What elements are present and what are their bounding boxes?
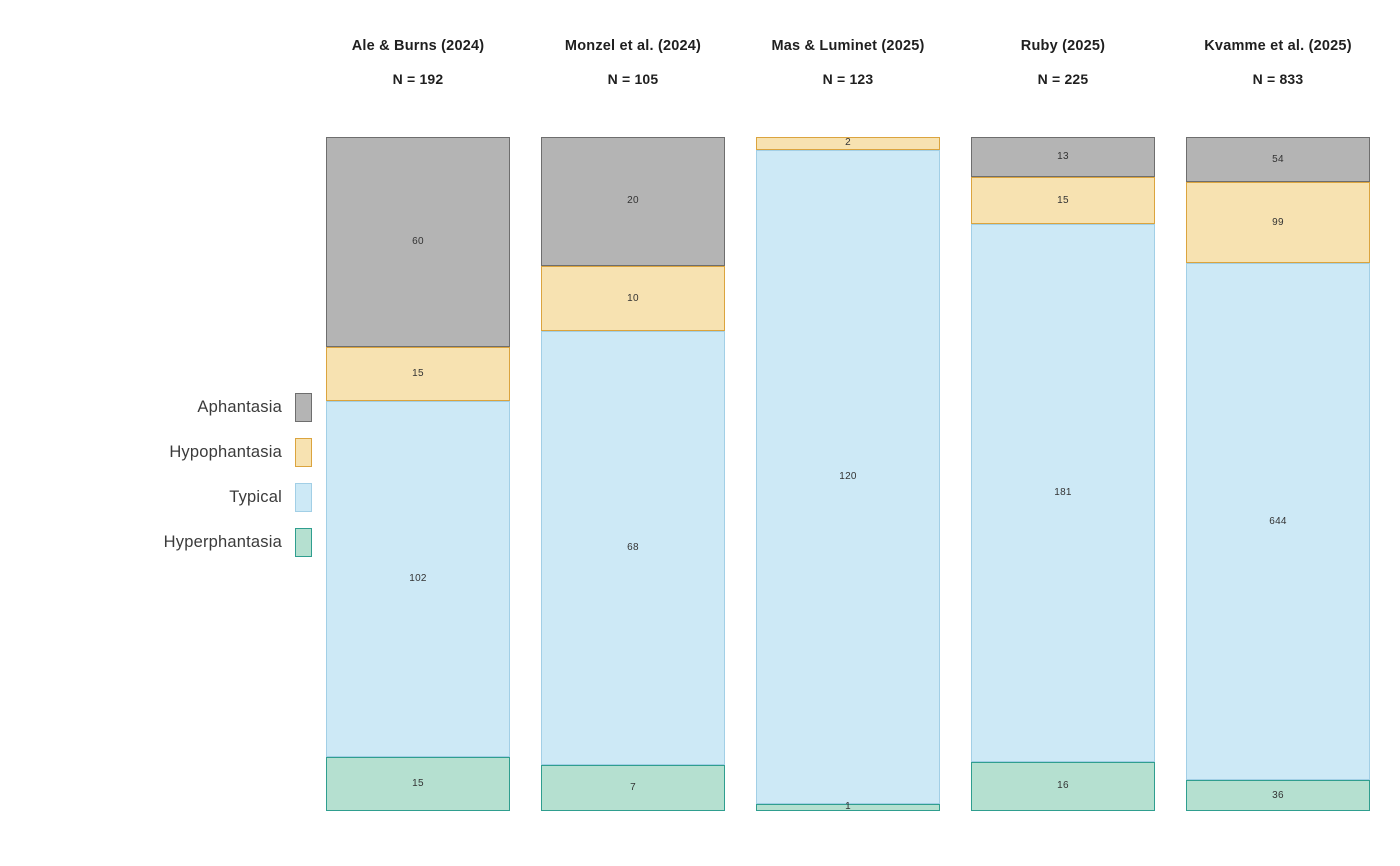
legend-row-hyperphantasia: Hyperphantasia (0, 528, 312, 557)
study-title: Kvamme et al. (2025) (1204, 38, 1352, 54)
legend-label-hypophantasia: Hypophantasia (169, 443, 282, 461)
study-column: Kvamme et al. (2025) N = 833 54 99 644 36 (1186, 34, 1370, 814)
segment-value-label: 2 (845, 137, 851, 149)
legend-row-hypophantasia: Hypophantasia (0, 438, 312, 467)
segment-value-label: 102 (409, 573, 427, 585)
bar-segment-typical: 120 (756, 149, 940, 804)
bar-segment-hypophantasia: 10 (541, 265, 725, 332)
bar-segment-typical: 644 (1186, 263, 1370, 781)
bar-segment-aphantasia: 60 (326, 137, 510, 348)
bar-segment-aphantasia: 54 (1186, 137, 1370, 183)
segment-value-label: 181 (1054, 486, 1072, 498)
segment-value-label: 54 (1272, 153, 1284, 165)
bar-segment-typical: 102 (326, 401, 510, 757)
bar-segment-hypophantasia: 2 (756, 137, 940, 150)
segment-value-label: 120 (839, 470, 857, 482)
legend-label-typical: Typical (229, 488, 282, 506)
segment-value-label: 15 (1057, 194, 1069, 206)
segment-value-label: 60 (412, 236, 424, 248)
bar-segment-hyperphantasia: 7 (541, 764, 725, 811)
study-title: Mas & Luminet (2025) (771, 38, 925, 54)
segment-value-label: 20 (627, 195, 639, 207)
study-header: Kvamme et al. (2025) N = 833 (1186, 34, 1370, 137)
study-header: Mas & Luminet (2025) N = 123 (756, 34, 940, 137)
bar-segment-hyperphantasia: 36 (1186, 780, 1370, 811)
segment-value-label: 68 (627, 541, 639, 553)
study-header: Monzel et al. (2024) N = 105 (541, 34, 725, 137)
study-title: Ale & Burns (2024) (351, 38, 485, 54)
bar-segment-hyperphantasia: 16 (971, 761, 1155, 812)
stacked-bar: 20 10 68 7 (541, 137, 725, 811)
study-header: Ale & Burns (2024) N = 192 (326, 34, 510, 137)
segment-value-label: 1 (845, 801, 851, 813)
segment-value-label: 15 (412, 777, 424, 789)
study-n: N = 105 (607, 71, 659, 87)
segment-value-label: 99 (1272, 216, 1284, 228)
bar-segment-aphantasia: 13 (971, 137, 1155, 178)
legend-row-aphantasia: Aphantasia (0, 393, 312, 422)
segment-value-label: 644 (1269, 515, 1287, 527)
segment-value-label: 15 (412, 368, 424, 380)
legend-label-hyperphantasia: Hyperphantasia (163, 533, 282, 551)
stacked-bar: 2 120 1 (756, 137, 940, 813)
legend-swatch (295, 483, 312, 512)
study-column: Ale & Burns (2024) N = 192 60 15 102 15 (326, 34, 510, 814)
study-column: Monzel et al. (2024) N = 105 20 10 68 7 (541, 34, 725, 814)
study-n: N = 225 (1037, 71, 1089, 87)
legend-row-typical: Typical (0, 483, 312, 512)
legend-swatch (295, 528, 312, 557)
study-column: Mas & Luminet (2025) N = 123 2 120 1 (756, 34, 940, 814)
stacked-bar: 60 15 102 15 (326, 137, 510, 811)
study-title: Ruby (2025) (1020, 38, 1106, 54)
bar-segment-typical: 68 (541, 331, 725, 765)
stacked-bar: 13 15 181 16 (971, 137, 1155, 812)
study-title: Monzel et al. (2024) (564, 38, 702, 54)
bar-segment-hypophantasia: 15 (326, 347, 510, 402)
segment-value-label: 7 (630, 781, 636, 793)
stacked-bar: 54 99 644 36 (1186, 137, 1370, 811)
bar-segment-hypophantasia: 99 (1186, 182, 1370, 264)
segment-value-label: 36 (1272, 789, 1284, 801)
legend-swatch (295, 393, 312, 422)
legend-label-aphantasia: Aphantasia (197, 398, 282, 416)
study-header: Ruby (2025) N = 225 (971, 34, 1155, 137)
bar-segment-aphantasia: 20 (541, 137, 725, 266)
legend: Aphantasia Hypophantasia Typical Hyperph… (0, 393, 312, 573)
bar-segment-hyperphantasia: 1 (756, 801, 940, 813)
bar-segment-typical: 181 (971, 223, 1155, 762)
segment-value-label: 10 (627, 292, 639, 304)
study-n: N = 123 (822, 71, 874, 87)
bar-segment-hyperphantasia: 15 (326, 756, 510, 811)
segment-value-label: 13 (1057, 151, 1069, 163)
study-column: Ruby (2025) N = 225 13 15 181 16 (971, 34, 1155, 814)
segment-value-label: 16 (1057, 780, 1069, 792)
study-n: N = 192 (392, 71, 444, 87)
legend-swatch (295, 438, 312, 467)
bar-segment-hypophantasia: 15 (971, 177, 1155, 224)
study-n: N = 833 (1252, 71, 1304, 87)
